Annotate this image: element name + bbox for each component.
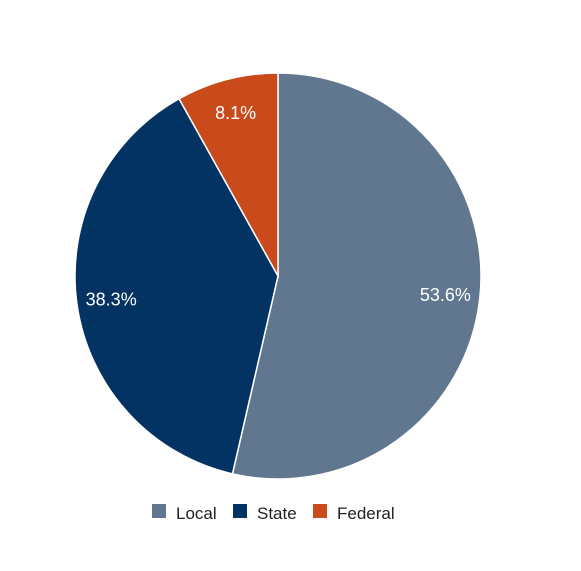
- pie-slices: [74, 72, 482, 480]
- pie-slice-state: [74, 97, 279, 475]
- legend-swatch-federal: [313, 504, 327, 518]
- legend: Local State Federal: [152, 504, 395, 523]
- pie-slice-federal: [178, 72, 279, 279]
- pie-value-labels: 53.6% 38.3% 8.1%: [86, 103, 471, 310]
- legend-swatch-local: [152, 504, 166, 518]
- legend-label-federal: Federal: [337, 504, 395, 523]
- pie-value-label-federal: 8.1%: [215, 103, 256, 123]
- pie-value-label-local: 53.6%: [420, 285, 471, 305]
- pie-slice-local: [231, 72, 482, 480]
- legend-label-state: State: [257, 504, 297, 523]
- pie-value-label-state: 38.3%: [86, 290, 137, 310]
- legend-swatch-state: [233, 504, 247, 518]
- legend-label-local: Local: [176, 504, 217, 523]
